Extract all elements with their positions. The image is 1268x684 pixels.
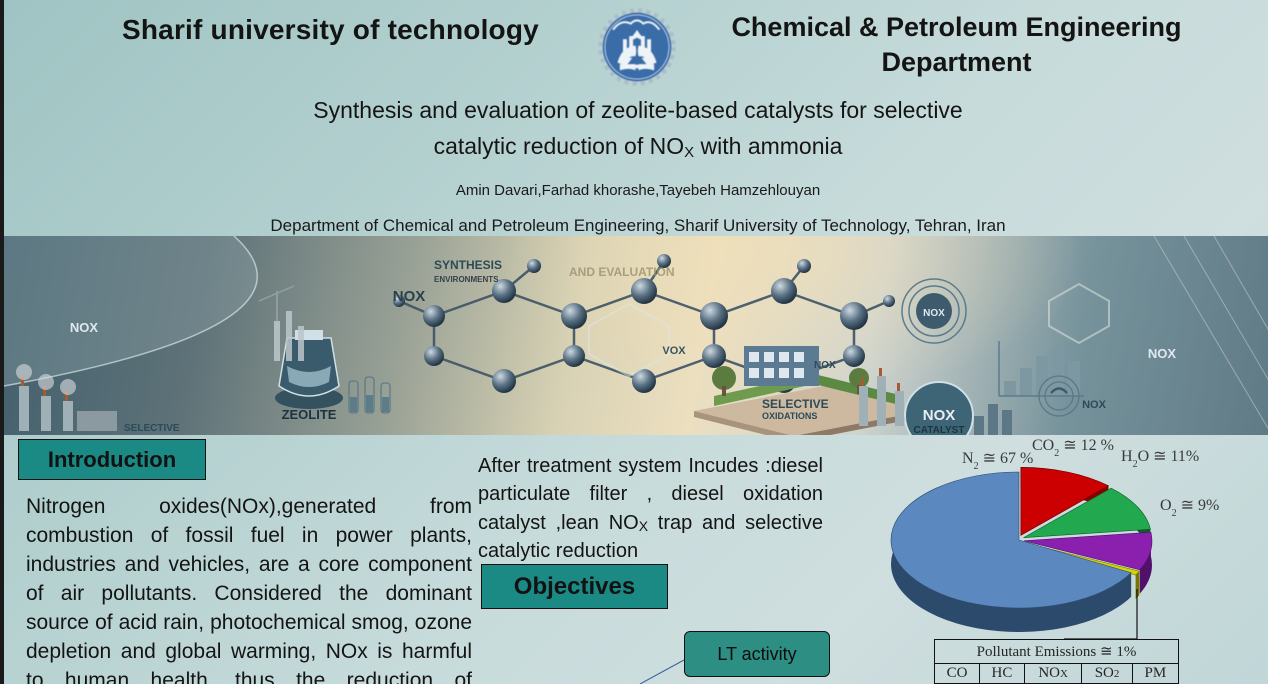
svg-text:O2 ≅ 9%: O2 ≅ 9% [1160,497,1219,519]
svg-text:CO2 ≅ 12 %: CO2 ≅ 12 % [1032,437,1114,459]
svg-text:H2O ≅ 11%: H2O ≅ 11% [1121,448,1199,470]
